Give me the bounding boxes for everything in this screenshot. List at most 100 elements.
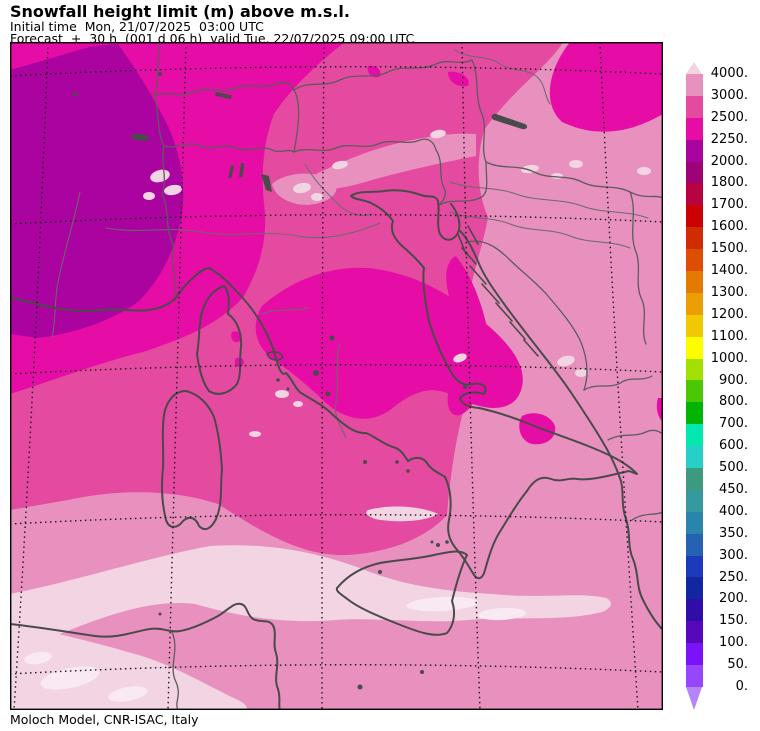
meridian-line-5 [599, 41, 639, 711]
colorbar-label: 300. [719, 547, 748, 563]
colorbar-segment [686, 271, 703, 293]
colorbar-segment [686, 205, 703, 228]
colorbar-label: 1000. [710, 350, 748, 366]
field-above4000-hu-4 [569, 160, 583, 168]
meridian-line-3 [321, 41, 325, 711]
field-above4000-it-2 [557, 355, 575, 367]
aeolian-island-dot-2 [445, 540, 449, 544]
colorbar-segment [686, 314, 703, 337]
field-2250-2500-corsica-a [231, 331, 242, 343]
colorbar-segment [686, 249, 703, 272]
colorbar-label: 700. [719, 416, 748, 432]
map-canvas [9, 41, 664, 711]
colorbar-label: 1300. [710, 284, 748, 300]
colorbar-segment [686, 424, 703, 447]
colorbar-segment [686, 402, 703, 425]
colorbar-arrow-top [686, 62, 702, 74]
field-above4000-alp-1 [293, 182, 311, 194]
aeolian-island-dot-1 [436, 543, 440, 547]
bosnia-serbia-border [583, 375, 653, 391]
rhone-river [51, 191, 81, 338]
field-above4000-po-3 [143, 192, 155, 200]
lake-dot-nw-2 [158, 72, 162, 76]
montecristo-island-dot [276, 378, 280, 382]
colorbar-segment [686, 555, 703, 578]
adige-river [304, 163, 373, 217]
colorbar-label: 100. [719, 635, 748, 651]
colorbar-label: 2500. [710, 109, 748, 125]
colorbar-segment [686, 468, 703, 490]
tiber-river [334, 343, 347, 439]
serbia-border [629, 191, 647, 345]
colorbar-segment [686, 511, 703, 534]
colorbar-segment [686, 74, 703, 96]
istria-peninsula [437, 200, 461, 241]
colorbar-segment [686, 665, 703, 687]
montenegro-albania-border [607, 429, 664, 441]
hungary-croatia-border [485, 161, 664, 199]
austria-germany-border [293, 59, 473, 91]
colorbar-segment [686, 336, 703, 359]
field-layer [10, 42, 663, 710]
aeolian-island-dot-3 [430, 540, 434, 544]
colorbar-label: 250. [719, 569, 748, 585]
colorbar-label: 4000. [710, 66, 748, 81]
colorbar-label: 0. [735, 679, 748, 694]
colorbar-label: 1100. [710, 328, 748, 344]
graticule-layer [9, 41, 664, 711]
capri-island-dot [406, 469, 410, 473]
colorbar-label: 900. [719, 372, 748, 388]
giglio-island-dot [286, 387, 290, 391]
colorbar-label: 400. [719, 503, 748, 519]
field-above4000-tusc-2 [293, 401, 303, 407]
field-above4000-alp-4 [430, 129, 446, 139]
field-2250-2500-puglia [519, 413, 556, 445]
colorbar-label: 1800. [710, 175, 748, 191]
colorbar-label: 350. [719, 525, 748, 541]
field-above4000-africa [10, 624, 247, 710]
swiss-north-border [153, 81, 295, 97]
dalmatian-coast [458, 229, 664, 631]
field-above4000-it-3 [575, 369, 587, 377]
colorbar-label: 500. [719, 460, 748, 476]
malta-island-dot [357, 684, 363, 690]
colorbar-label: 1400. [710, 263, 748, 279]
colorbar-segment [686, 621, 703, 644]
austria-hungary-border [471, 59, 487, 163]
colorbar-segment [686, 489, 703, 512]
field-above4000-alp-3 [332, 160, 348, 170]
france-italy-border [153, 43, 177, 301]
colorbar-label: 2250. [710, 131, 748, 147]
field-highest-africa-3 [24, 651, 52, 665]
colorbar-segment [686, 227, 703, 250]
dalmatian-islands [457, 225, 539, 357]
island-dots-layer [73, 72, 467, 690]
albania-greece-border [631, 511, 664, 521]
initial-time-line: Initial time Mon, 21/07/2025 03:00 UTC [10, 19, 264, 34]
lake-layer [130, 92, 528, 397]
colorbar-label: 50. [727, 657, 748, 673]
field-above4000-it-1 [453, 353, 467, 363]
field-above4000-tusc-1 [275, 390, 289, 398]
field-highest-africa-2 [108, 686, 148, 702]
colorbar [686, 62, 703, 710]
colorbar-labels: 4000. 3000. 2500. 2250. 2000. 1800. 1700. 1600.… [704, 0, 748, 731]
border-layer [153, 43, 664, 711]
lake-bracciano [325, 391, 331, 397]
colorbar-segment [686, 161, 703, 184]
colorbar-segment [686, 599, 703, 622]
pantelleria-island-dot [420, 670, 424, 674]
lake-bolsena [313, 370, 319, 376]
arno-river [261, 307, 309, 315]
colorbar-segment [686, 117, 703, 140]
slovenia-croatia-border [438, 161, 488, 206]
colorbar-label: 1500. [710, 241, 748, 257]
field-above4000-po-1 [150, 169, 170, 183]
model-credit: Moloch Model, CNR-ISAC, Italy [10, 712, 199, 727]
field-above4000-sliver-sicily [366, 506, 438, 522]
ponza-island-dot [363, 460, 367, 464]
ischia-island-dot [395, 460, 399, 464]
map-frame [9, 41, 663, 710]
swiss-east-border [293, 89, 300, 153]
lake-geneva [130, 133, 150, 141]
